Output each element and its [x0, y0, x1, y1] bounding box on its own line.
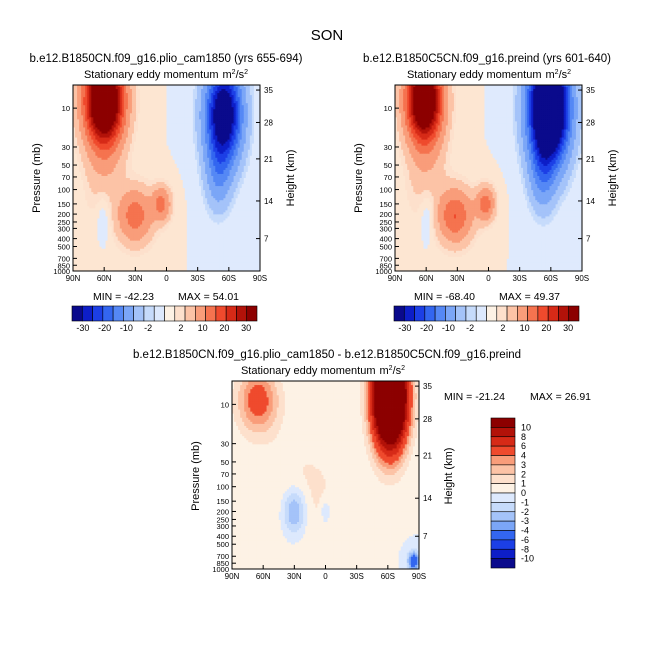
- panel-plio-title: Stationary eddy momentum m2/s2: [84, 69, 248, 81]
- panel-plio-case: b.e12.B1850CN.f09_g16.plio_cam1850 (yrs …: [30, 53, 303, 65]
- page-title: SON: [311, 27, 344, 44]
- panel-plio: b.e12.B1850CN.f09_g16.plio_cam1850 (yrs …: [30, 53, 303, 303]
- panel-plio-contours: 90N 60N 30N 0 30S 60S 90S103050701001502002503…: [53, 85, 273, 283]
